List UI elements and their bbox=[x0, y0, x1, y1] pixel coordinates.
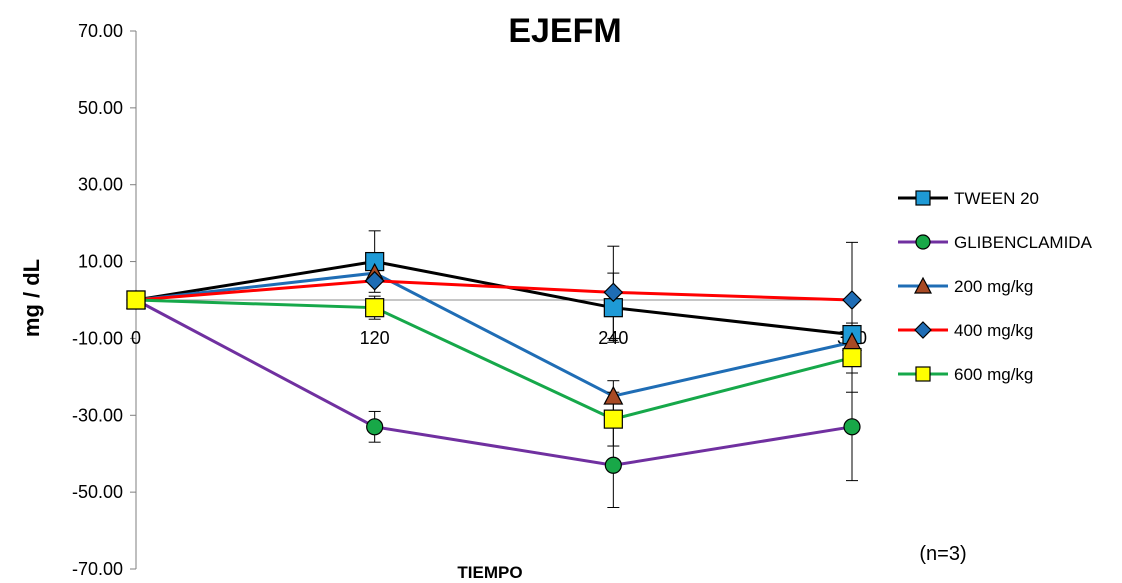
data-point bbox=[365, 298, 385, 318]
x-tick-label: 0 bbox=[131, 328, 141, 348]
y-tick-label: -10.00 bbox=[72, 328, 123, 348]
legend: TWEEN 20 GLIBENCLAMIDA 200 mg/kg 400 mg/kg 6… bbox=[898, 189, 1093, 384]
x-axis-label: TIEMPO bbox=[457, 563, 522, 582]
series-line bbox=[135, 298, 853, 421]
series-line bbox=[135, 279, 853, 302]
legend-label: GLIBENCLAMIDA bbox=[954, 233, 1093, 252]
data-point bbox=[604, 456, 622, 474]
legend-marker bbox=[915, 190, 931, 206]
y-axis-label: mg / dL bbox=[19, 259, 44, 337]
legend-marker bbox=[915, 366, 931, 382]
data-point bbox=[603, 282, 624, 303]
y-tick-label: 30.00 bbox=[78, 175, 123, 195]
data-point bbox=[366, 418, 384, 436]
data-point bbox=[126, 290, 146, 310]
data-point bbox=[603, 409, 623, 429]
y-tick-label: -30.00 bbox=[72, 405, 123, 425]
data-point bbox=[842, 290, 862, 310]
legend-marker bbox=[915, 234, 931, 250]
chart-title: EJEFM bbox=[508, 12, 621, 50]
y-tick-label: -70.00 bbox=[72, 559, 123, 579]
data-point bbox=[842, 348, 862, 368]
y-tick-label: -50.00 bbox=[72, 482, 123, 502]
legend-label: 600 mg/kg bbox=[954, 365, 1033, 384]
series-line bbox=[135, 260, 853, 337]
data-point bbox=[603, 385, 624, 405]
legend-label: TWEEN 20 bbox=[954, 189, 1039, 208]
y-tick-label: 70.00 bbox=[78, 21, 123, 41]
y-tick-label: 50.00 bbox=[78, 98, 123, 118]
legend-label: 200 mg/kg bbox=[954, 277, 1033, 296]
legend-marker bbox=[914, 321, 932, 339]
series-line bbox=[135, 271, 853, 398]
data-point bbox=[364, 270, 385, 291]
series-line bbox=[135, 298, 853, 467]
x-tick-label: 120 bbox=[360, 328, 390, 348]
legend-label: 400 mg/kg bbox=[954, 321, 1033, 340]
axes-layer: 70.00 50.00 30.00 10.00 -10.00 -30.00 -50.00 -7… bbox=[72, 21, 867, 579]
legend-marker bbox=[914, 276, 932, 294]
series-layer bbox=[126, 230, 862, 509]
sample-size-note: (n=3) bbox=[919, 543, 966, 565]
data-point bbox=[843, 418, 861, 436]
y-tick-label: 10.00 bbox=[78, 252, 123, 272]
